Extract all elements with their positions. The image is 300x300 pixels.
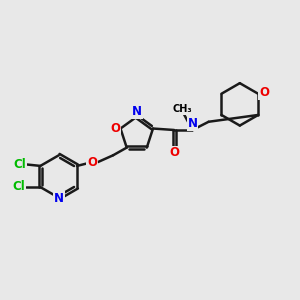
Text: CH₃: CH₃ — [173, 104, 193, 114]
Text: O: O — [259, 86, 269, 99]
Text: N: N — [132, 105, 142, 118]
Text: Cl: Cl — [14, 158, 26, 171]
Text: O: O — [169, 146, 179, 160]
Text: N: N — [188, 117, 197, 130]
Text: O: O — [87, 156, 98, 169]
Text: Cl: Cl — [13, 180, 26, 193]
Text: N: N — [54, 192, 64, 205]
Text: O: O — [110, 122, 120, 135]
